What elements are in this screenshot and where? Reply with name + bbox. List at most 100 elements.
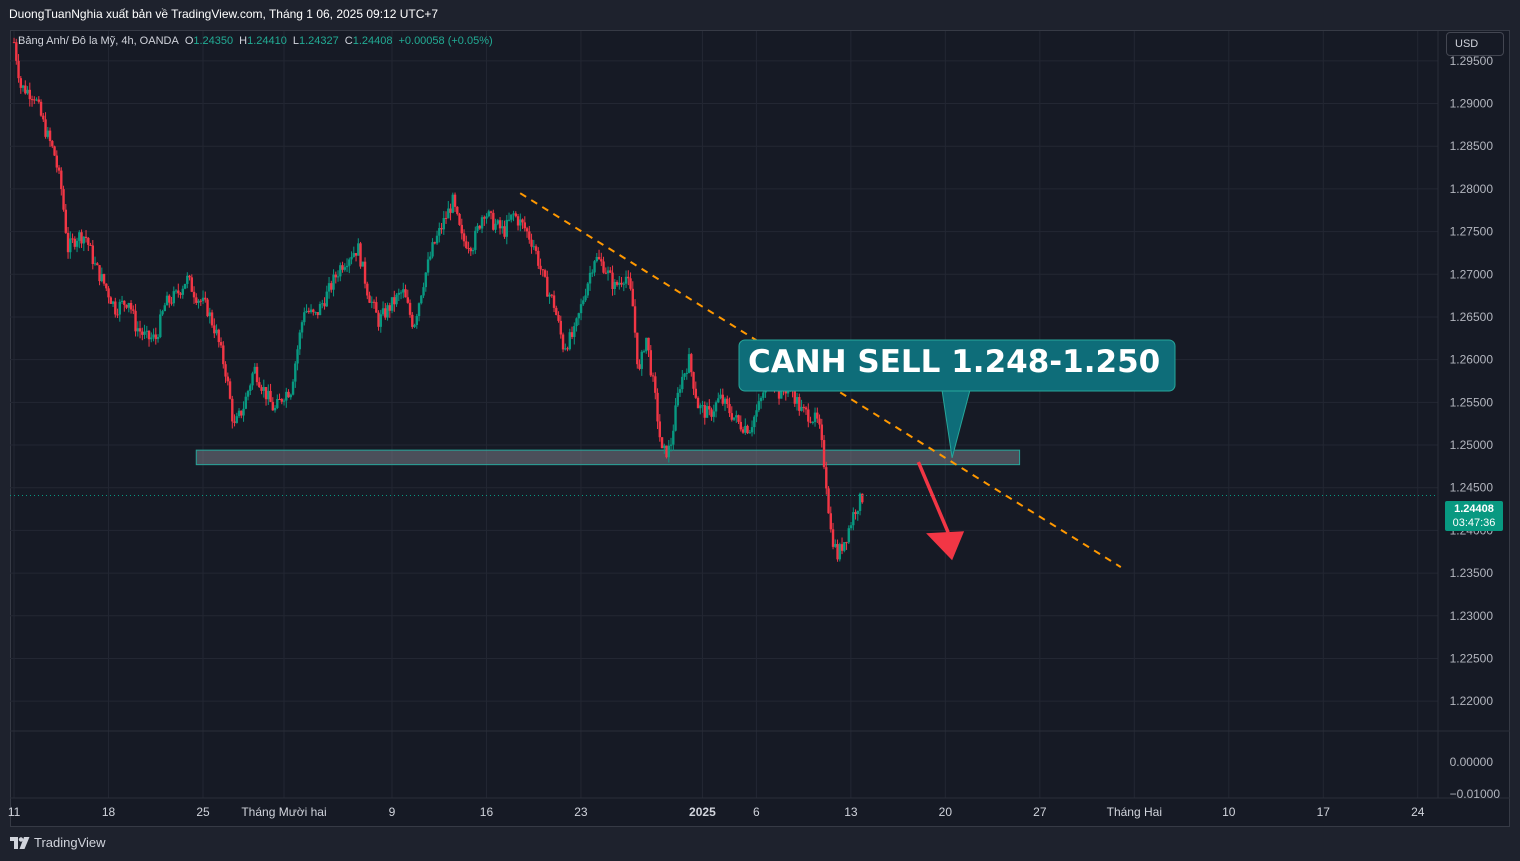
candle-body [802,406,805,408]
candle-body [154,334,157,340]
high-label: H [239,35,248,47]
candle-body [237,410,241,417]
candle-body [255,366,259,383]
candle-body [287,391,290,398]
candle-body [57,167,61,171]
x-tick-label: 16 [480,805,494,819]
candle-body [649,350,652,376]
candle-body [858,493,862,511]
tradingview-logo[interactable]: TradingView [10,835,106,850]
candle-body [253,366,256,374]
candle-body [404,289,407,298]
candle-body [449,208,452,213]
x-tick-label: 27 [1033,805,1047,819]
candle-body [636,332,639,365]
candle-body [197,300,200,303]
y-tick-label: 1.29000 [1450,97,1494,111]
symbol-name[interactable]: Bảng Anh/ Đô la Mỹ, 4h, OANDA [18,35,179,47]
candle-body [363,261,367,284]
candle-body [539,265,542,270]
candle-body [150,337,153,340]
candle-body [91,245,94,265]
candle-body [825,467,828,489]
candle-body [345,265,349,268]
close-value: 1.24408 [352,35,393,47]
candle-body [514,213,517,217]
candle-body [645,337,648,352]
candle-body [525,228,529,232]
candle-body [822,440,826,468]
x-tick-label: 25 [196,805,210,819]
candle-body [417,303,421,317]
candle-body [559,320,562,335]
candle-body [42,115,45,120]
candle-body [111,301,115,304]
x-tick-label: 23 [574,805,588,819]
candle-body [312,309,315,313]
candle-body [676,392,679,406]
candle-body [300,322,304,333]
candle-body [577,313,580,319]
candle-body [638,364,641,369]
candle-body [282,400,286,402]
candle-body [683,373,686,377]
candle-body [413,325,416,327]
candle-body [206,299,209,317]
high-value: 1.24410 [247,35,287,47]
candle-body [798,397,801,411]
candle-body [339,265,342,277]
candle-body [861,493,864,503]
candle-body [717,398,720,403]
candle-body [165,295,169,306]
candle-body [183,283,187,289]
candle-body [343,267,346,270]
candle-body [420,295,423,304]
candle-body [440,228,443,230]
candle-body [852,512,855,526]
x-tick-label: 2025 [689,805,716,819]
candle-body [795,397,799,404]
candle-body [453,194,457,207]
candle-body [145,330,148,332]
candle-body [66,232,70,253]
candle-body [501,226,504,229]
candle-body [359,243,362,267]
candle-body [613,281,616,289]
candle-body [235,416,238,423]
candle-body [199,300,202,302]
candle-body [813,412,817,422]
currency-button[interactable]: USD [1446,32,1504,56]
candle-body [521,219,524,223]
candle-body [737,415,740,422]
candle-body [633,306,637,333]
candle-body [793,391,796,404]
candle-body [516,216,520,226]
candle-body [186,275,189,284]
candle-body [370,301,373,303]
candle-body [845,542,848,544]
candle-body [699,405,702,409]
candle-body [534,246,538,251]
candle-body [492,212,495,230]
chart-area[interactable] [10,30,1510,827]
candle-body [264,387,268,400]
candle-body [530,239,533,247]
candle-body [487,211,490,217]
candle-body [318,304,322,316]
candle-body [271,401,274,411]
candle-body [244,396,247,409]
candle-body [208,312,211,317]
candle-body [217,329,220,343]
candle-body [44,119,47,137]
candle-body [460,224,463,234]
candle-body [240,410,243,416]
y-tick-label: 1.28000 [1450,182,1494,196]
candle-body [48,130,52,142]
candle-body [588,272,592,284]
candle-body [210,312,214,326]
candle-body [739,421,742,430]
candle-body [708,406,711,410]
candle-body [505,219,508,237]
candle-body [674,405,677,431]
